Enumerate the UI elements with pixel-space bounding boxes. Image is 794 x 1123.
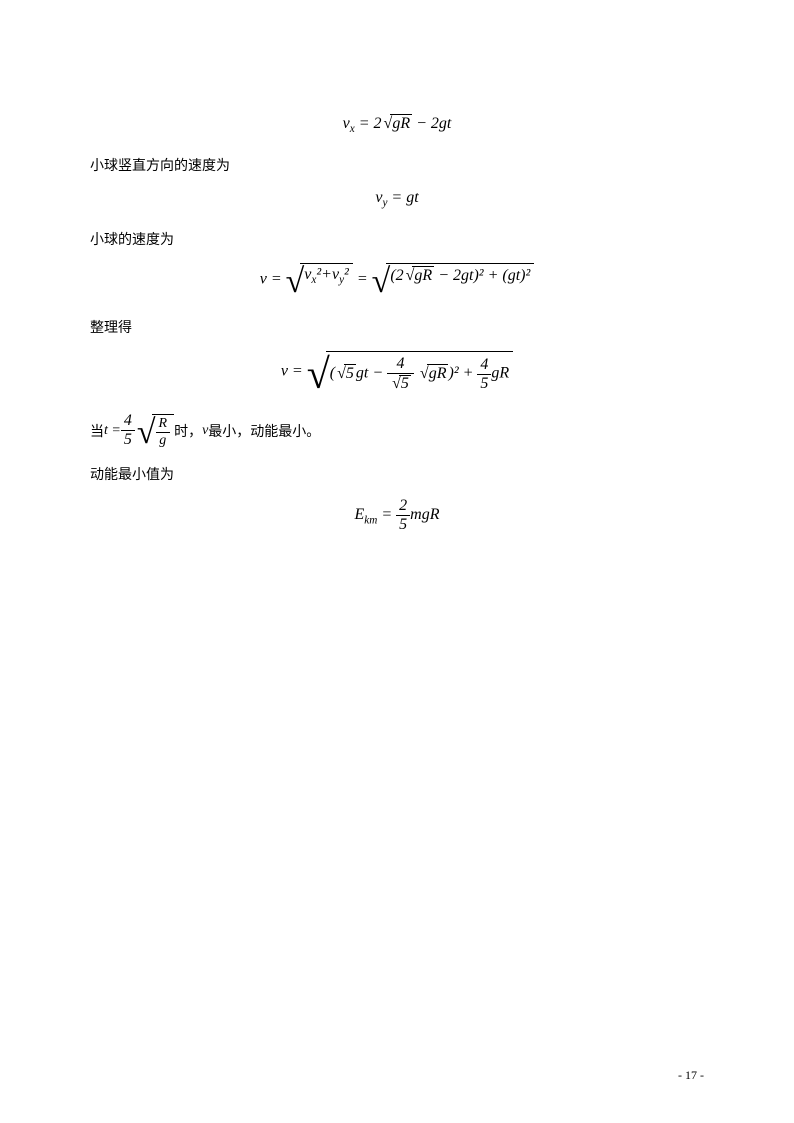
formula-text: )² + (448, 365, 477, 382)
formula-sub: km (364, 515, 377, 527)
denominator: 5 (396, 516, 410, 533)
cond-prefix: 当 (90, 421, 104, 441)
radicand: 5 (344, 364, 356, 383)
radical-symbol: √ (137, 416, 156, 450)
radicand: vx²+vy² (300, 263, 353, 297)
formula-text: (2 (390, 267, 403, 284)
numerator: 4 (121, 413, 135, 431)
sqrt: 5 (335, 364, 356, 383)
radicand: gR (390, 114, 412, 133)
numerator: R (156, 417, 171, 433)
numerator: 4 (387, 356, 414, 374)
formula-v: v = √ vx²+vy² = √ (2 gR − 2gt)² + (gt)² (90, 263, 704, 297)
body-text-1: 小球竖直方向的速度为 (90, 155, 704, 175)
radical-symbol: √ (307, 354, 330, 396)
radicand: (5gt − 45 gR)² + 45gR (326, 351, 513, 393)
formula-text: = gt (387, 189, 418, 206)
body-text-4: 动能最小值为 (90, 464, 704, 484)
sqrt-big: √ (2 gR − 2gt)² + (gt)² (372, 263, 535, 297)
formula-text: gt − (356, 365, 387, 382)
sqrt: gR (382, 114, 413, 133)
formula-text: ²+v (316, 266, 339, 283)
formula-ek: Ekm = 25mgR (90, 498, 704, 533)
fraction: 4 5 (121, 413, 135, 448)
sqrt: gR (418, 364, 449, 383)
condition-line: 当 t = 4 5 √ R g 时， v 最小，动能最小。 (90, 413, 704, 448)
radicand: (2 gR − 2gt)² + (gt)² (386, 263, 534, 297)
fraction: R g (156, 417, 171, 448)
sqrt: 5 (390, 375, 411, 392)
formula-text: − 2gt (412, 115, 451, 132)
formula-text: gR (491, 365, 509, 382)
formula-var: v (343, 115, 350, 132)
formula-simplified: v = √ (5gt − 45 gR)² + 45gR (90, 351, 704, 393)
radical-symbol: √ (286, 265, 305, 299)
cond-suffix: 最小，动能最小。 (208, 421, 320, 441)
formula-vy: vy = gt (90, 189, 704, 209)
numerator: 2 (396, 498, 410, 516)
page-container: vx = 2gR − 2gt 小球竖直方向的速度为 vy = gt 小球的速度为… (0, 0, 794, 1123)
formula-text: = (377, 507, 396, 524)
radicand: gR (427, 364, 449, 383)
radical-symbol: √ (372, 265, 391, 299)
cond-mid: 时， (174, 421, 202, 441)
fraction: 45 (387, 356, 414, 392)
denominator: 5 (121, 431, 135, 448)
formula-text: = 2 (355, 115, 382, 132)
cond-t: t = (104, 423, 121, 439)
formula-text: ² (344, 266, 349, 283)
denominator: 5 (477, 375, 491, 392)
denominator: 5 (387, 374, 414, 392)
numerator: 4 (477, 357, 491, 375)
fraction: 45 (477, 357, 491, 392)
body-text-2: 小球的速度为 (90, 229, 704, 249)
fraction: 25 (396, 498, 410, 533)
formula-text: v = (281, 363, 307, 380)
sqrt: gR (404, 266, 435, 285)
sqrt-big: √ R g (137, 414, 174, 448)
formula-vx: vx = 2gR − 2gt (90, 114, 704, 135)
formula-text: = (357, 271, 372, 288)
formula-var: E (355, 507, 365, 524)
formula-text: − 2gt)² + (gt)² (434, 267, 530, 284)
formula-text: v = (260, 271, 286, 288)
body-text-3: 整理得 (90, 317, 704, 337)
radicand: 5 (399, 375, 411, 392)
sqrt-big: √ (5gt − 45 gR)² + 45gR (307, 351, 513, 393)
radicand: gR (412, 266, 434, 285)
formula-text: mgR (410, 507, 439, 524)
page-number: - 17 - (678, 1068, 704, 1083)
sqrt-big: √ vx²+vy² (286, 263, 353, 297)
denominator: g (156, 433, 171, 448)
